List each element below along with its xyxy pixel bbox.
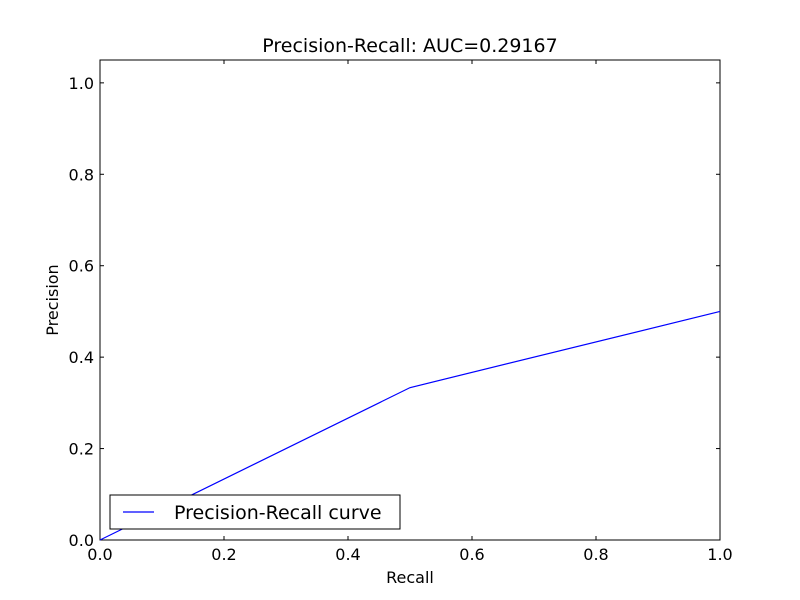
x-tick-label: 0.2 <box>211 545 236 564</box>
legend: Precision-Recall curve <box>109 494 401 530</box>
x-tick-label: 0.6 <box>459 545 484 564</box>
legend-label: Precision-Recall curve <box>174 502 382 524</box>
chart-title: Precision-Recall: AUC=0.29167 <box>262 35 557 57</box>
x-tick-label: 0.0 <box>87 545 112 564</box>
y-axis-title: Precision <box>43 264 62 335</box>
y-tick-label: 0.0 <box>69 531 94 550</box>
x-tick-label: 0.8 <box>583 545 608 564</box>
y-tick-label: 1.0 <box>69 74 94 93</box>
y-tick-label: 0.4 <box>69 348 94 367</box>
y-tick-label: 0.2 <box>69 440 94 459</box>
y-tick-label: 0.8 <box>69 165 94 184</box>
plot-area-frame <box>99 59 721 541</box>
x-axis-title: Recall <box>386 568 434 587</box>
series-line-precision-recall <box>99 310 721 541</box>
axis-ticks: 0.0 0.2 0.4 0.6 0.8 1.0 0.0 0.2 0.4 0.6 0.8 1.0 <box>69 60 733 564</box>
x-tick-label: 0.4 <box>335 545 360 564</box>
y-tick-label: 0.6 <box>69 257 94 276</box>
legend-box <box>109 494 401 530</box>
series-layer <box>99 310 721 541</box>
x-tick-label: 1.0 <box>707 545 732 564</box>
